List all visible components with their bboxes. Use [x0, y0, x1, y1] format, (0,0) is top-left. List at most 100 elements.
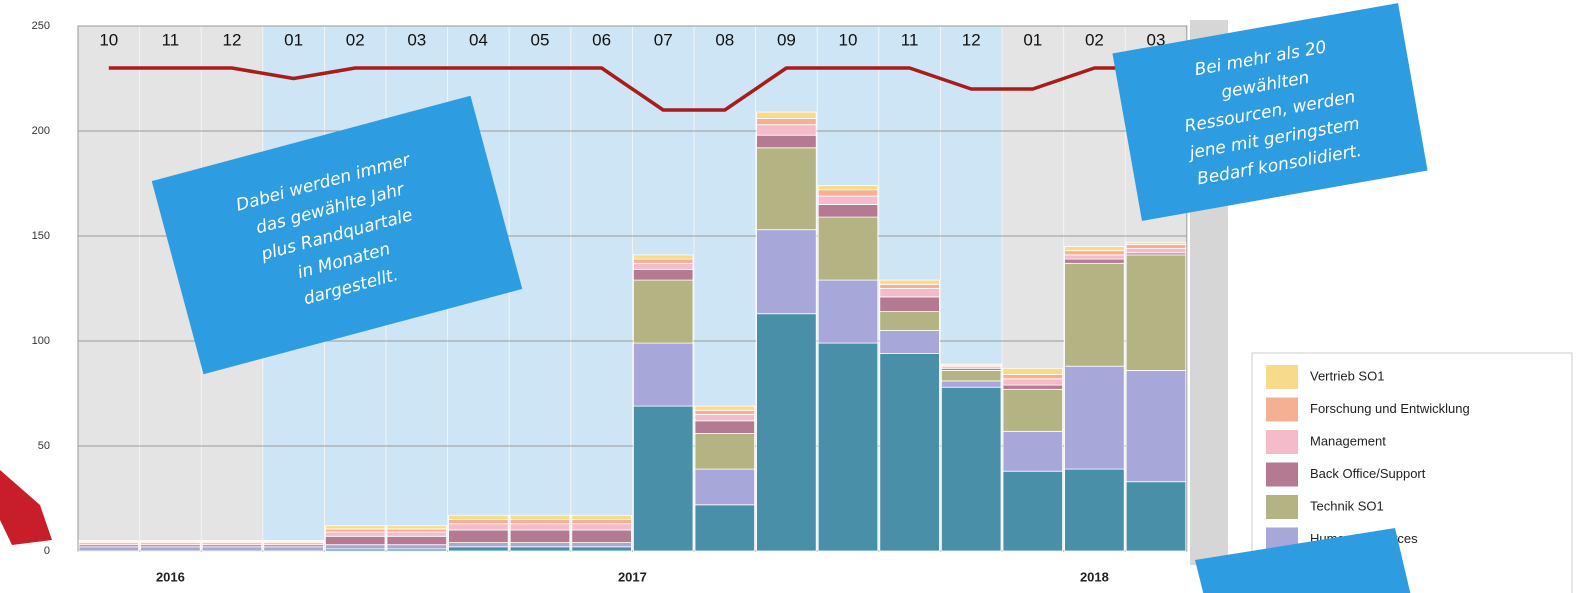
bar-segment — [509, 519, 571, 525]
bar-segment — [817, 279, 879, 344]
bar-segment — [324, 525, 386, 530]
bar-segment — [1125, 254, 1187, 371]
bar-segment — [324, 528, 386, 533]
bar-segment — [571, 514, 632, 520]
bar-segment — [571, 542, 632, 548]
bar-segment — [448, 546, 509, 552]
bar-segment — [756, 124, 817, 136]
bar-segment — [1002, 367, 1063, 375]
month-label: 09 — [777, 30, 796, 49]
bar-segment — [633, 405, 694, 552]
month-label: 03 — [407, 30, 426, 49]
legend-label: Management — [1310, 433, 1386, 448]
bar-segment — [571, 523, 632, 531]
month-label: 04 — [469, 30, 488, 49]
year-label: 2016 — [156, 569, 185, 584]
bar-segment — [201, 546, 263, 552]
bar-segment — [1064, 468, 1125, 552]
bar-segment — [633, 262, 694, 270]
legend-swatch — [1266, 365, 1298, 389]
bar-segment — [694, 420, 755, 434]
y-tick-label: 50 — [38, 440, 50, 452]
bar-segment — [633, 342, 694, 407]
bar-segment — [879, 279, 940, 285]
year-label: 2018 — [1080, 569, 1109, 584]
callout-box — [1195, 528, 1411, 593]
bar-segment — [324, 535, 386, 546]
legend-label: Back Office/Support — [1310, 466, 1426, 481]
bar-segment — [879, 330, 940, 355]
bar-segment — [448, 523, 509, 531]
bar-segment — [817, 189, 879, 197]
bar-segment — [879, 283, 940, 289]
bar-segment — [633, 258, 694, 264]
bar-segment — [509, 514, 571, 520]
bar-segment — [1064, 365, 1125, 470]
bar-segment — [817, 216, 879, 281]
bar-segment — [1064, 246, 1125, 252]
bar-segment — [78, 540, 139, 542]
bar-segment — [386, 531, 447, 537]
month-label: 08 — [715, 30, 734, 49]
bar-segment — [756, 111, 817, 119]
bar-segment — [386, 528, 447, 533]
y-tick-label: 150 — [32, 230, 50, 242]
bar-segment — [1064, 250, 1125, 256]
month-label: 12 — [223, 30, 242, 49]
legend-swatch — [1266, 397, 1298, 422]
y-tick-label: 100 — [32, 335, 50, 347]
bar-segment — [1125, 369, 1187, 483]
bar-segment — [694, 414, 755, 422]
bar-segment — [1064, 262, 1125, 367]
month-label: 03 — [1147, 30, 1166, 49]
bar-segment — [633, 269, 694, 281]
bar-segment — [941, 386, 1002, 552]
bar-segment — [140, 546, 201, 552]
bar-segment — [941, 369, 1002, 382]
callout-box — [1112, 3, 1428, 221]
month-label: 11 — [901, 30, 919, 49]
bar-segment — [1002, 388, 1063, 432]
bar-segment — [756, 147, 817, 231]
bar-segment — [448, 519, 509, 525]
month-label: 02 — [346, 30, 365, 49]
bar-segment — [694, 468, 755, 506]
bar-segment — [1125, 248, 1187, 254]
month-label: 12 — [962, 30, 981, 49]
bar-segment — [633, 254, 694, 260]
bar-segment — [756, 313, 817, 552]
bar-segment — [1002, 378, 1063, 386]
bar-segment — [263, 540, 324, 542]
bar-segment — [694, 504, 755, 552]
bar-segment — [879, 311, 940, 331]
bar-segment — [1002, 384, 1063, 390]
month-label: 07 — [654, 30, 673, 49]
bar-segment — [879, 353, 940, 552]
bar-segment — [571, 546, 632, 552]
bar-segment — [140, 540, 201, 542]
y-tick-label: 250 — [32, 20, 50, 32]
bar-segment — [1064, 258, 1125, 264]
bar-segment — [571, 519, 632, 525]
bar-segment — [448, 529, 509, 544]
bar-segment — [1002, 430, 1063, 472]
legend-swatch — [1266, 430, 1298, 454]
bar-segment — [694, 405, 755, 411]
arrow — [0, 470, 52, 545]
bar-segment — [1125, 481, 1187, 552]
bar-segment — [509, 529, 571, 544]
bar-segment — [756, 229, 817, 315]
y-tick-label: 200 — [32, 125, 50, 137]
legend-swatch — [1266, 495, 1298, 519]
bar-segment — [448, 514, 509, 520]
bar-segment — [1125, 243, 1187, 249]
bar-segment — [633, 279, 694, 344]
legend-label: Forschung und Entwicklung — [1310, 401, 1470, 416]
legend-swatch — [1266, 462, 1298, 487]
bar-segment — [201, 540, 263, 542]
month-label: 01 — [284, 30, 303, 49]
bar-segment — [448, 542, 509, 548]
month-label: 05 — [531, 30, 550, 49]
bar-segment — [879, 296, 940, 312]
